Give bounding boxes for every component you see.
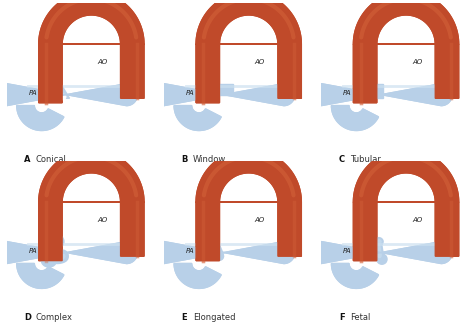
Polygon shape xyxy=(164,242,295,264)
Polygon shape xyxy=(354,0,459,103)
Text: PA: PA xyxy=(186,90,194,96)
Polygon shape xyxy=(331,106,378,130)
Text: AO: AO xyxy=(255,59,265,65)
Polygon shape xyxy=(354,0,459,103)
Text: Fetal: Fetal xyxy=(350,313,371,322)
Polygon shape xyxy=(7,84,137,106)
Text: PA: PA xyxy=(343,90,352,96)
Polygon shape xyxy=(55,84,69,98)
Polygon shape xyxy=(174,264,221,288)
Polygon shape xyxy=(174,106,221,130)
Polygon shape xyxy=(39,0,144,103)
Polygon shape xyxy=(354,149,459,261)
Polygon shape xyxy=(7,84,137,106)
Text: Window: Window xyxy=(193,155,227,164)
Polygon shape xyxy=(174,106,221,130)
Polygon shape xyxy=(164,84,295,106)
Polygon shape xyxy=(196,0,301,103)
Text: AO: AO xyxy=(412,217,422,223)
Polygon shape xyxy=(164,84,295,106)
Polygon shape xyxy=(55,84,69,98)
Ellipse shape xyxy=(58,94,66,100)
Text: E: E xyxy=(182,313,187,322)
Polygon shape xyxy=(7,242,137,264)
Polygon shape xyxy=(174,264,221,288)
Circle shape xyxy=(41,251,57,267)
Text: Conical: Conical xyxy=(36,155,67,164)
Text: PA: PA xyxy=(28,248,37,254)
Polygon shape xyxy=(17,106,64,130)
Polygon shape xyxy=(321,242,452,264)
Polygon shape xyxy=(371,84,383,98)
Polygon shape xyxy=(321,242,452,264)
Text: PA: PA xyxy=(28,90,37,96)
Polygon shape xyxy=(39,149,144,261)
Polygon shape xyxy=(17,264,64,288)
Circle shape xyxy=(377,254,387,264)
Polygon shape xyxy=(39,149,144,261)
Text: AO: AO xyxy=(97,217,108,223)
Text: PA: PA xyxy=(343,248,352,254)
Polygon shape xyxy=(321,84,452,106)
Polygon shape xyxy=(196,149,301,261)
Polygon shape xyxy=(331,106,378,130)
Text: Tubular: Tubular xyxy=(350,155,382,164)
Polygon shape xyxy=(17,264,64,288)
Polygon shape xyxy=(196,0,301,103)
Text: AO: AO xyxy=(255,217,265,223)
Polygon shape xyxy=(196,149,301,261)
Polygon shape xyxy=(206,84,233,95)
Text: AO: AO xyxy=(97,59,108,65)
Text: D: D xyxy=(24,313,31,322)
Polygon shape xyxy=(17,106,64,130)
Polygon shape xyxy=(354,149,459,261)
Text: B: B xyxy=(182,155,188,164)
Polygon shape xyxy=(7,242,137,264)
Text: Complex: Complex xyxy=(36,313,73,322)
Polygon shape xyxy=(321,84,452,106)
Polygon shape xyxy=(331,264,378,288)
Polygon shape xyxy=(164,242,295,264)
Text: Elongated: Elongated xyxy=(193,313,236,322)
Polygon shape xyxy=(331,264,378,288)
Text: F: F xyxy=(339,313,345,322)
Text: C: C xyxy=(339,155,345,164)
Text: AO: AO xyxy=(412,59,422,65)
Text: A: A xyxy=(24,155,31,164)
Polygon shape xyxy=(39,0,144,103)
Text: PA: PA xyxy=(186,248,194,254)
